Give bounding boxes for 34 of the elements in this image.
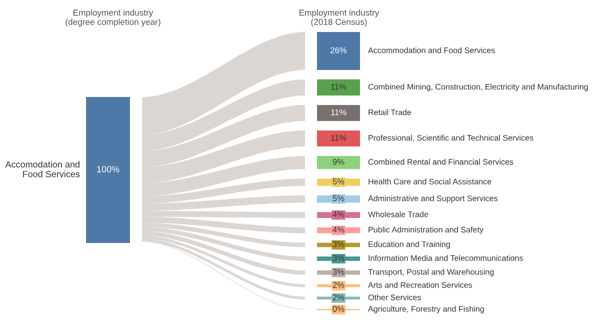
data-label: 3% xyxy=(332,255,344,261)
text: Employment industry (degree completion year) xyxy=(66,9,160,27)
category-label: Administrative and Support Services xyxy=(368,195,498,203)
data-label: 5% xyxy=(332,195,344,202)
data-label: 2% xyxy=(332,282,344,288)
data-label: 5% xyxy=(332,178,344,184)
data-label: 9% xyxy=(332,158,344,165)
data-label: 11% xyxy=(331,134,346,141)
data-label: 100% xyxy=(97,166,120,172)
category-label: Professional, Scientific and Technical Services xyxy=(368,134,534,142)
category-label: Wholesale Trade xyxy=(368,211,428,218)
category-label: Public Administration and Safety xyxy=(368,226,484,234)
data-label: 4% xyxy=(332,226,344,233)
category-label: Accommodation and Food Services xyxy=(368,47,495,54)
category-label: Arts and Recreation Services xyxy=(368,282,472,288)
category-label: Agriculture, Forestry and Fishing xyxy=(368,306,484,314)
data-label: 2% xyxy=(332,294,344,300)
data-label: 0% xyxy=(332,306,344,312)
category-label: Information Media and Telecommunications xyxy=(368,254,523,261)
category-label: Accomodation and Food Services xyxy=(5,160,80,178)
category-label: Other Services xyxy=(368,294,421,300)
category-label: Combined Mining, Construction, Electricity and Manufacturing xyxy=(368,84,588,92)
category-label: Education and Training xyxy=(368,241,450,249)
text: Employment industry (2018 Census) xyxy=(300,9,380,27)
data-label: 11% xyxy=(331,109,346,116)
data-label: 3% xyxy=(332,241,344,248)
category-label: Combined Rental and Financial Services xyxy=(368,158,514,165)
category-label: Transport, Postal and Warehousing xyxy=(368,268,494,276)
data-label: 4% xyxy=(332,211,344,218)
category-label: Health Care and Social Assistance xyxy=(368,178,492,184)
data-label: 11% xyxy=(331,84,346,90)
data-label: 26% xyxy=(330,47,347,54)
data-label: 3% xyxy=(332,268,344,275)
category-label: Retail Trade xyxy=(368,109,412,116)
